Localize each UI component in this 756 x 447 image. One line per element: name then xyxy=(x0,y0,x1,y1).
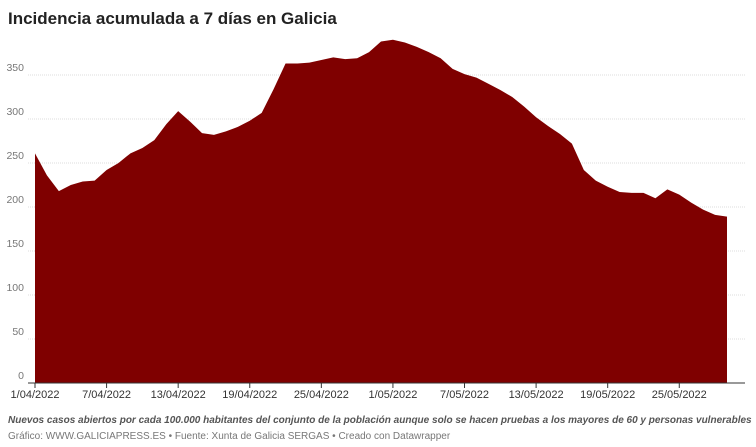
x-tick-label: 19/04/2022 xyxy=(222,389,277,401)
y-tick-label: 350 xyxy=(6,62,24,74)
x-tick-label: 13/05/2022 xyxy=(509,389,564,401)
x-tick-label: 1/04/2022 xyxy=(11,389,60,401)
y-tick-label: 200 xyxy=(6,194,24,206)
x-tick-label: 13/04/2022 xyxy=(151,389,206,401)
y-tick-label: 300 xyxy=(6,106,24,118)
x-tick-label: 7/05/2022 xyxy=(440,389,489,401)
notes: Nuevos casos abiertos por cada 100.000 h… xyxy=(8,415,752,426)
x-tick-label: 25/05/2022 xyxy=(652,389,707,401)
area xyxy=(35,39,727,384)
x-tick-label: 7/04/2022 xyxy=(82,389,131,401)
x-tick-label: 25/04/2022 xyxy=(294,389,349,401)
y-tick-label: 100 xyxy=(6,282,24,294)
x-tick-label: 1/05/2022 xyxy=(368,389,417,401)
y-tick-label: 250 xyxy=(6,150,24,162)
source: Gráfico: WWW.GALICIAPRESS.ES • Fuente: X… xyxy=(8,431,451,442)
y-tick-label: 50 xyxy=(12,326,24,338)
x-tick-label: 19/05/2022 xyxy=(580,389,635,401)
y-tick-label: 0 xyxy=(18,370,24,382)
y-tick-label: 150 xyxy=(6,238,24,250)
chart-title: Incidencia acumulada a 7 días en Galicia xyxy=(8,9,337,28)
